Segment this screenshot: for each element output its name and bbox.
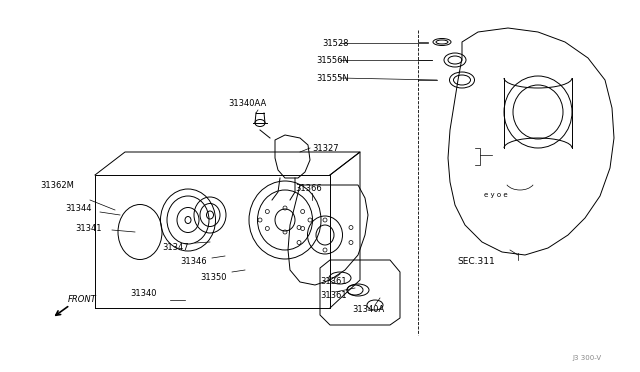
Text: 31556N: 31556N: [316, 55, 349, 64]
Text: J3 300-V: J3 300-V: [572, 355, 601, 361]
Text: 31340AA: 31340AA: [228, 99, 266, 108]
Text: e y o e: e y o e: [484, 192, 508, 198]
Text: 31346: 31346: [180, 257, 207, 266]
Text: 31362M: 31362M: [40, 180, 74, 189]
Text: 31366: 31366: [295, 183, 322, 192]
Text: SEC.311: SEC.311: [457, 257, 495, 266]
Text: 31340: 31340: [130, 289, 157, 298]
Text: 31555N: 31555N: [316, 74, 349, 83]
Text: 31361: 31361: [320, 278, 347, 286]
Text: 31340A: 31340A: [352, 305, 384, 314]
Text: FRONT: FRONT: [68, 295, 97, 305]
Text: 31347: 31347: [162, 244, 189, 253]
Text: 31528: 31528: [322, 38, 349, 48]
Text: 31361: 31361: [320, 291, 347, 299]
Text: 31344: 31344: [65, 203, 92, 212]
Text: 31350: 31350: [200, 273, 227, 282]
Ellipse shape: [185, 217, 191, 224]
Text: 31341: 31341: [75, 224, 102, 232]
Text: 31327: 31327: [312, 144, 339, 153]
